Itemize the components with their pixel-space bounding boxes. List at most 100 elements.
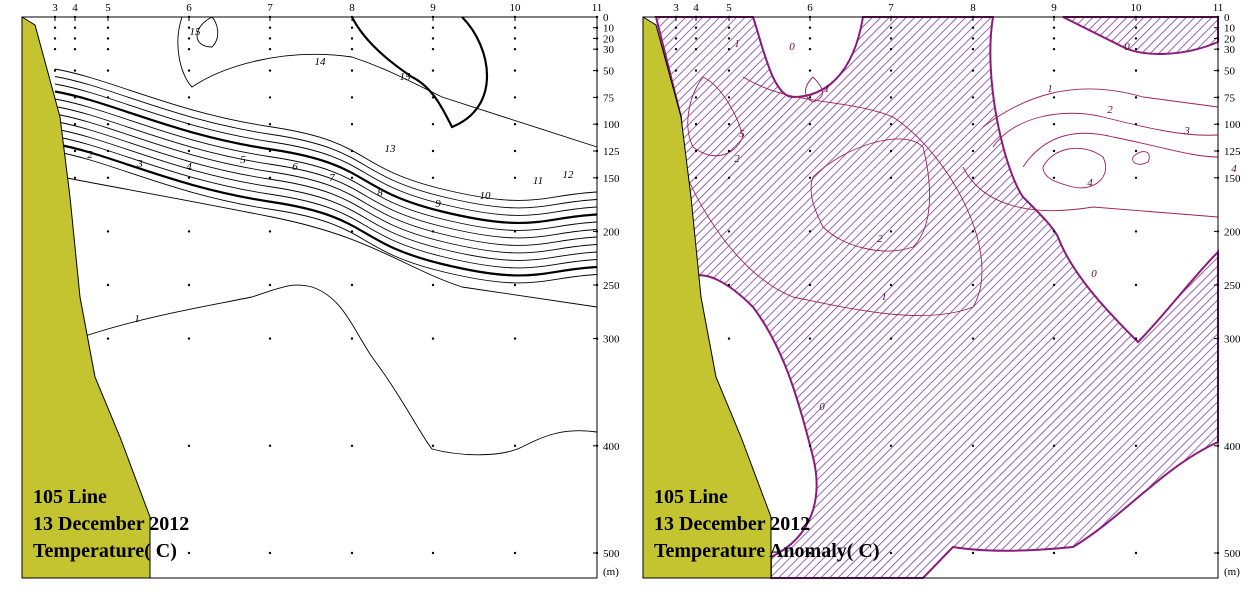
contour-label: 0 (789, 41, 795, 53)
station-label: 10 (1131, 2, 1143, 14)
sample-point (727, 176, 731, 179)
sample-point (513, 149, 517, 153)
chart-title: 13 December 2012 (33, 513, 189, 535)
contour-label: 1 (1047, 83, 1053, 95)
sample-point (431, 47, 435, 51)
sample-point (268, 337, 272, 340)
sample-point (674, 37, 678, 40)
sample-point (513, 96, 517, 99)
contour-label: 2 (87, 149, 93, 161)
sample-point (694, 15, 698, 19)
sample-point (1052, 37, 1056, 40)
sample-point (1052, 337, 1056, 340)
contour-line (54, 76, 598, 209)
sample-point (187, 123, 191, 126)
sample-point (889, 176, 893, 179)
sample-point (1052, 26, 1056, 29)
sample-point (187, 15, 191, 19)
depth-label: 100 (1224, 119, 1241, 131)
contour-label: 12 (563, 169, 575, 181)
sample-point (971, 26, 975, 29)
panel: 3 4 5 6 7 8 9 10 1101020305075100125150200250300… (642, 2, 1241, 579)
chart-title: 105 Line (33, 486, 107, 508)
depth-label: 200 (603, 226, 620, 238)
contour-label: 10 (480, 190, 492, 202)
station-label: 5 (726, 2, 732, 14)
sample-point (73, 176, 77, 179)
sample-point (674, 26, 678, 29)
sample-point (1052, 47, 1056, 51)
sample-point (889, 69, 893, 72)
sample-point (106, 230, 110, 233)
depth-label: 150 (1224, 173, 1241, 185)
sample-point (971, 444, 975, 447)
sample-point (187, 283, 191, 287)
sample-point (431, 337, 435, 340)
contour-line (687, 76, 744, 157)
contour-line (805, 76, 823, 103)
plot-frame (642, 16, 1219, 579)
sample-point (694, 47, 698, 51)
contour-line (682, 76, 983, 316)
sample-point (350, 337, 354, 340)
station-label: 7 (267, 2, 273, 14)
sample-point (1052, 123, 1056, 126)
depth-label: 20 (1224, 33, 1236, 45)
sample-point (187, 230, 191, 233)
station-label: 8 (349, 2, 355, 14)
sample-point (268, 230, 272, 233)
sample-point (431, 123, 435, 126)
plot-frame (21, 16, 598, 579)
sample-point (1134, 26, 1138, 29)
contour-label: 5 (240, 154, 246, 166)
sample-point (694, 149, 698, 153)
sample-point (513, 337, 517, 340)
sample-point (431, 149, 435, 153)
contour-label: 1 (824, 83, 830, 95)
sample-point (1134, 47, 1138, 51)
sample-point (513, 47, 517, 51)
sample-point (1134, 96, 1138, 99)
sample-point (808, 47, 812, 51)
sample-point (889, 26, 893, 29)
sample-point (971, 283, 975, 287)
depth-label: 400 (1224, 441, 1241, 453)
station-label: 4 (693, 2, 699, 14)
contour-line (177, 16, 598, 148)
sample-point (431, 283, 435, 287)
station-label: 4 (72, 2, 78, 14)
contour-label: 15 (400, 71, 412, 83)
sample-point (431, 551, 435, 555)
sample-point (808, 444, 812, 447)
sample-point (1134, 337, 1138, 340)
contour-label: 2 (877, 233, 883, 245)
sample-point (350, 176, 354, 179)
sample-point (694, 69, 698, 72)
depth-label: 75 (1224, 92, 1236, 104)
sample-point (971, 37, 975, 40)
sample-point (889, 47, 893, 51)
sample-point (513, 230, 517, 233)
sample-point (727, 37, 731, 40)
sample-point (889, 123, 893, 126)
contour-line (54, 106, 598, 239)
contour-label: 6 (292, 161, 298, 173)
sample-point (73, 26, 77, 29)
sample-point (513, 123, 517, 126)
contour-label: 2 (734, 153, 740, 165)
sample-point (674, 47, 678, 51)
sample-point (268, 176, 272, 179)
station-label: 10 (510, 2, 522, 14)
contour-label: 13 (385, 143, 397, 155)
sample-point (971, 230, 975, 233)
sample-point (889, 337, 893, 340)
sample-point (431, 15, 435, 19)
contour-line (54, 68, 598, 201)
sample-point (808, 96, 812, 99)
chart-title: Temperature( C) (33, 540, 177, 562)
sample-point (513, 69, 517, 72)
contour-line (1132, 151, 1150, 165)
station-label: 6 (186, 2, 192, 14)
sample-point (727, 69, 731, 72)
